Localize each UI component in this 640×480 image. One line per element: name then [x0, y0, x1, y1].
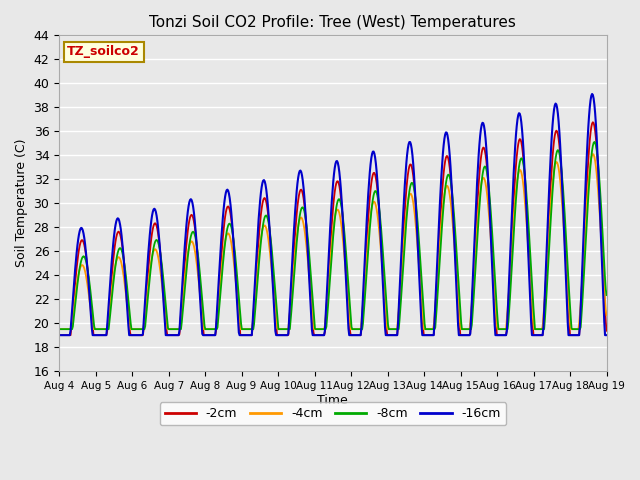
- -2cm: [122, 274, 129, 279]
- -4cm: [603, 312, 611, 318]
- Line: -8cm: -8cm: [59, 142, 607, 329]
- Title: Tonzi Soil CO2 Profile: Tree (West) Temperatures: Tonzi Soil CO2 Profile: Tree (West) Temp…: [149, 15, 516, 30]
- -16cm: [55, 332, 63, 338]
- Line: -2cm: -2cm: [59, 122, 607, 335]
- -16cm: [65, 332, 73, 338]
- -8cm: [122, 269, 129, 275]
- -4cm: [65, 326, 73, 332]
- -2cm: [206, 332, 214, 338]
- -8cm: [65, 326, 73, 332]
- -4cm: [177, 313, 185, 319]
- Text: TZ_soilco2: TZ_soilco2: [67, 46, 140, 59]
- -16cm: [177, 304, 185, 310]
- -16cm: [415, 275, 423, 281]
- -16cm: [603, 332, 611, 338]
- X-axis label: Time: Time: [317, 394, 348, 407]
- Line: -4cm: -4cm: [59, 154, 607, 329]
- -4cm: [122, 287, 129, 292]
- -8cm: [55, 326, 63, 332]
- -2cm: [399, 232, 407, 238]
- -8cm: [399, 262, 407, 268]
- -8cm: [591, 139, 598, 145]
- -16cm: [588, 91, 596, 97]
- Y-axis label: Soil Temperature (C): Soil Temperature (C): [15, 139, 28, 267]
- -2cm: [415, 260, 423, 266]
- -4cm: [589, 151, 596, 157]
- -2cm: [589, 120, 596, 125]
- -8cm: [603, 292, 611, 298]
- -2cm: [55, 332, 63, 338]
- -8cm: [415, 242, 423, 248]
- -8cm: [206, 326, 214, 332]
- -4cm: [415, 267, 423, 273]
- Legend: -2cm, -4cm, -8cm, -16cm: -2cm, -4cm, -8cm, -16cm: [159, 402, 506, 425]
- -16cm: [122, 279, 129, 285]
- -2cm: [65, 332, 73, 338]
- -8cm: [177, 326, 185, 332]
- -16cm: [399, 210, 407, 216]
- -4cm: [55, 326, 63, 332]
- -4cm: [206, 326, 214, 332]
- -2cm: [603, 328, 611, 334]
- -2cm: [177, 312, 185, 318]
- Line: -16cm: -16cm: [59, 94, 607, 335]
- -4cm: [399, 246, 407, 252]
- -16cm: [206, 332, 214, 338]
